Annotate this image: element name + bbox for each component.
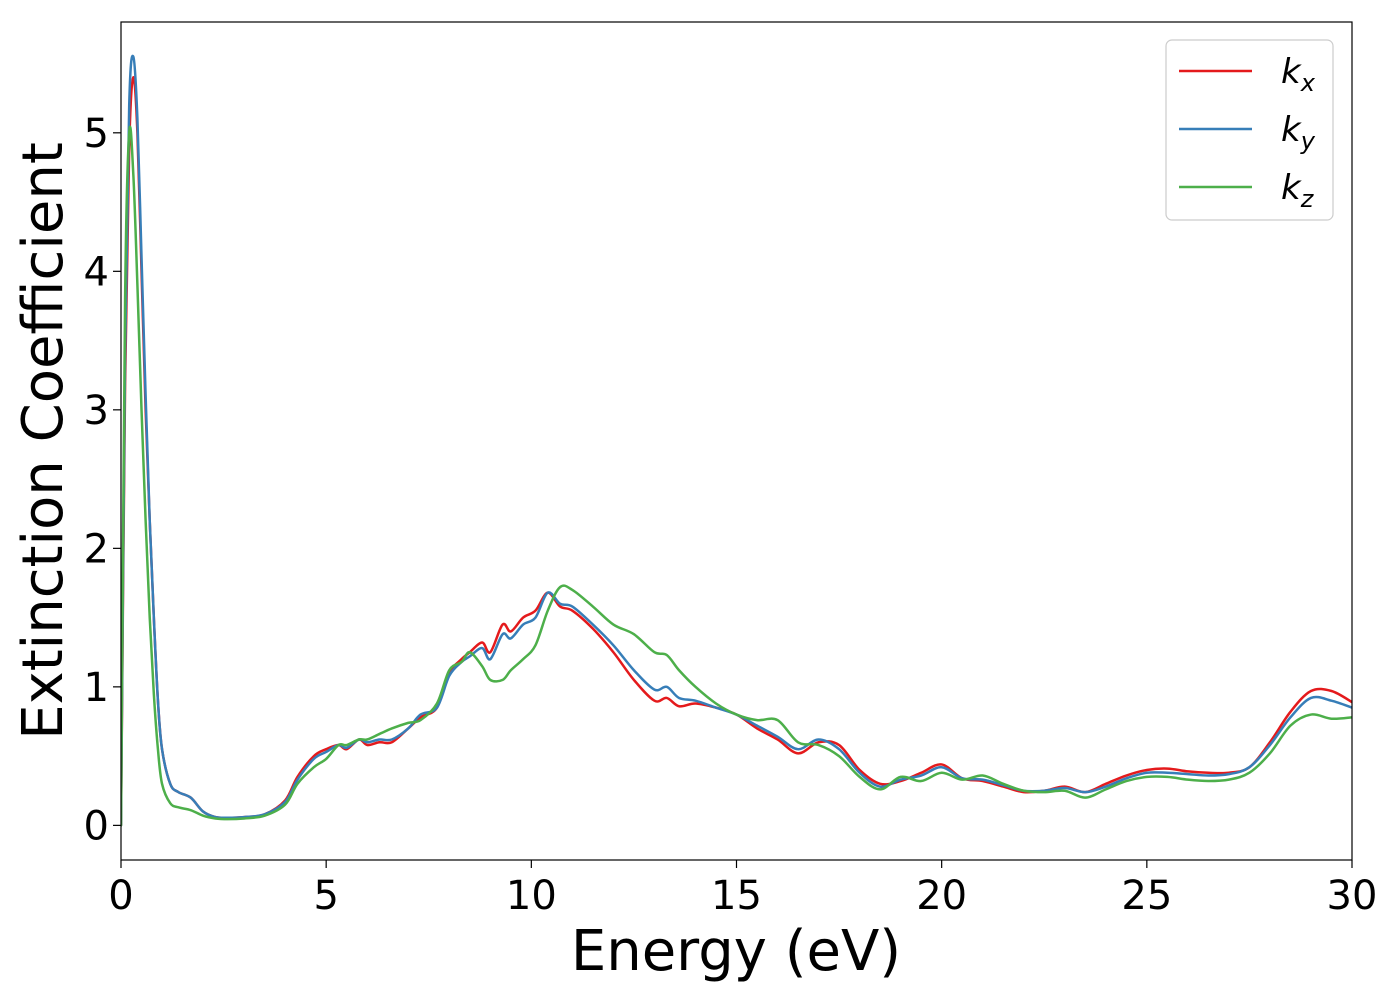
x-tick-label: 25 xyxy=(1121,873,1172,919)
x-tick-label: 20 xyxy=(916,873,967,919)
y-axis-title: Extinction Coefficient xyxy=(11,142,76,740)
legend-label-k-y: ky xyxy=(1281,110,1316,155)
y-axis: 0 1 2 3 4 5 xyxy=(84,111,121,849)
x-tick-label: 30 xyxy=(1327,873,1378,919)
series-line-k-z xyxy=(121,125,1352,827)
legend-label-main: k xyxy=(1281,168,1302,208)
y-tick-label: 3 xyxy=(84,388,109,434)
legend-label-subscript: y xyxy=(1300,127,1316,155)
x-tick-label: 5 xyxy=(313,873,338,919)
x-axis-title: Energy (eV) xyxy=(571,919,901,984)
y-tick-label: 1 xyxy=(84,665,109,711)
legend-label-k-x: kx xyxy=(1281,52,1316,97)
legend-label-subscript: z xyxy=(1300,185,1315,213)
legend-label-main: k xyxy=(1281,52,1302,92)
y-tick-label: 0 xyxy=(84,803,109,849)
plot-area xyxy=(121,22,1352,860)
y-tick-label: 2 xyxy=(84,526,109,572)
series-line-k-y xyxy=(121,54,1352,827)
x-tick-label: 0 xyxy=(108,873,133,919)
x-tick-label: 10 xyxy=(506,873,557,919)
x-tick-label: 15 xyxy=(711,873,762,919)
y-tick-label: 5 xyxy=(84,111,109,157)
legend-label-main: k xyxy=(1281,110,1302,150)
series-group xyxy=(121,54,1352,827)
x-axis: 0 5 10 15 20 25 30 xyxy=(108,860,1377,919)
legend-label-subscript: x xyxy=(1300,69,1316,97)
y-tick-label: 4 xyxy=(84,249,109,295)
legend-label-k-z: kz xyxy=(1281,168,1315,213)
